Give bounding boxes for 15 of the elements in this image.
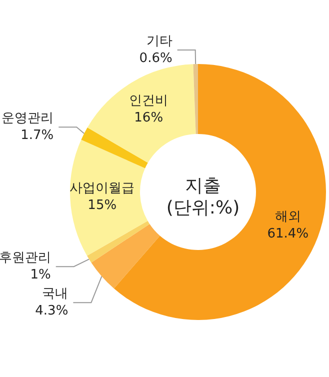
slice-label: 운영관리 bbox=[2, 111, 54, 126]
data-label: 16% bbox=[134, 110, 164, 126]
data-label: 1% bbox=[30, 268, 51, 283]
slice-label: 사업이월급 bbox=[70, 180, 135, 196]
data-label: 15% bbox=[88, 198, 117, 213]
slice-label: 기타 bbox=[146, 34, 172, 50]
data-label: 0.6% bbox=[139, 51, 172, 66]
slice-label: 국내 bbox=[42, 286, 68, 302]
slice-label: 해외 bbox=[274, 210, 301, 225]
text: 지출 (단위:%) bbox=[166, 176, 240, 218]
data-label: 4.3% bbox=[35, 304, 68, 319]
data-label: 1.7% bbox=[20, 128, 54, 144]
slice-label: 후원관리 bbox=[0, 250, 51, 266]
slice-label: 인건비 bbox=[129, 94, 168, 109]
data-label: 61.4% bbox=[267, 226, 309, 242]
